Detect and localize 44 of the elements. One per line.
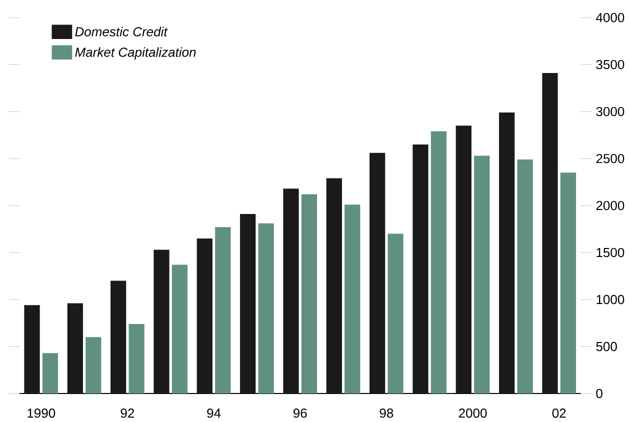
bar bbox=[326, 178, 342, 394]
bar bbox=[240, 214, 256, 394]
y-tick-label: 3000 bbox=[596, 106, 624, 116]
bar bbox=[154, 250, 170, 394]
bar bbox=[560, 172, 576, 394]
bar bbox=[517, 159, 533, 394]
x-tick-label: 94 bbox=[207, 408, 221, 418]
bar bbox=[67, 303, 83, 394]
x-tick-label: 92 bbox=[120, 408, 134, 418]
y-tick-label: 0 bbox=[596, 388, 602, 398]
bar bbox=[110, 280, 126, 394]
bar bbox=[542, 72, 558, 394]
bar bbox=[474, 156, 490, 394]
bar bbox=[172, 264, 188, 394]
x-tick-label: 98 bbox=[380, 408, 394, 418]
bar bbox=[196, 238, 212, 394]
bar bbox=[128, 324, 144, 394]
bar bbox=[430, 131, 447, 394]
bar bbox=[499, 112, 515, 394]
bar bbox=[388, 234, 404, 394]
bar bbox=[370, 152, 386, 394]
bar bbox=[24, 305, 40, 394]
bar bbox=[42, 353, 58, 394]
y-tick-label: 1000 bbox=[596, 294, 624, 304]
y-tick-label: 4000 bbox=[596, 12, 624, 22]
y-tick-label: 500 bbox=[596, 342, 617, 352]
x-tick-label: 02 bbox=[552, 408, 566, 418]
legend-label: Market Capitalization bbox=[75, 47, 196, 60]
bar bbox=[301, 194, 318, 394]
legend-label: Domestic Credit bbox=[75, 26, 168, 36]
y-tick-label: 2000 bbox=[596, 200, 624, 210]
y-tick-label: 2500 bbox=[596, 154, 624, 164]
bar bbox=[86, 337, 102, 394]
x-tick-label: 2000 bbox=[458, 408, 487, 418]
bar bbox=[283, 188, 299, 394]
y-tick-label: 3500 bbox=[596, 60, 624, 70]
bar bbox=[344, 204, 360, 394]
bar bbox=[412, 144, 428, 394]
bar bbox=[258, 223, 274, 394]
bar bbox=[215, 227, 231, 394]
x-tick-label: 96 bbox=[293, 408, 307, 418]
x-tick-label: 1990 bbox=[28, 408, 56, 418]
bar bbox=[456, 126, 472, 394]
y-tick-label: 1500 bbox=[596, 248, 624, 258]
